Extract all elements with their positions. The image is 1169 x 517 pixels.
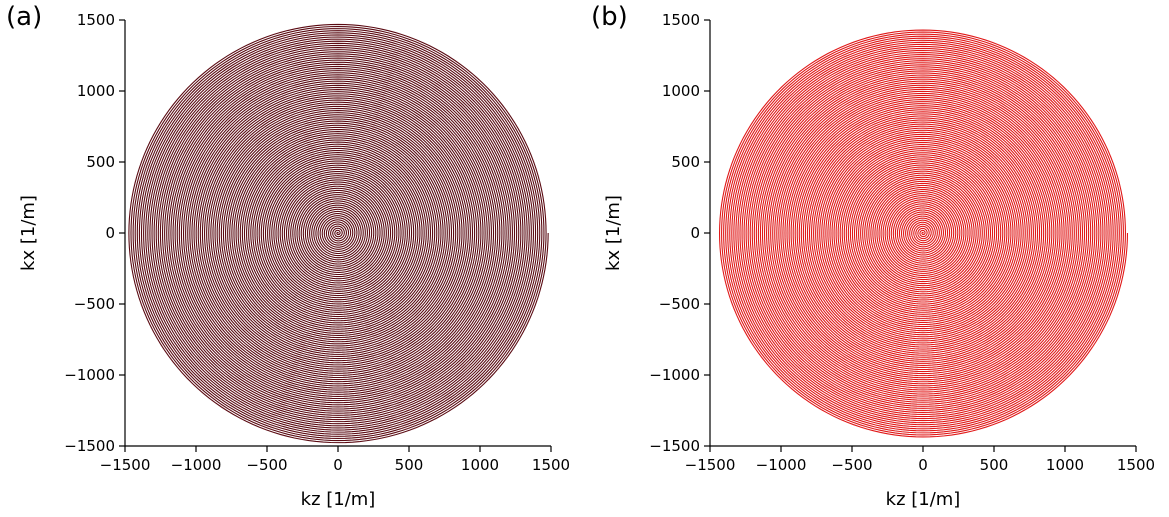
x-tick-label: 0 [333, 456, 343, 474]
x-tick-label: 1000 [1046, 456, 1084, 474]
y-tick-label: 1000 [77, 82, 115, 100]
y-tick-label: 0 [105, 224, 115, 242]
x-tick-label: 500 [980, 456, 1009, 474]
spiral-trajectory [128, 23, 549, 444]
y-tick-label: 1500 [77, 11, 115, 29]
x-tick-label: −500 [831, 456, 872, 474]
x-tick-label: 0 [918, 456, 928, 474]
x-tick-label: −1500 [685, 456, 736, 474]
x-tick-label: −1000 [756, 456, 807, 474]
y-axis-title: kx [1/m] [603, 195, 624, 271]
x-axis-title: kz [1/m] [886, 489, 961, 510]
x-tick-label: 1000 [461, 456, 499, 474]
y-tick-label: −1500 [649, 437, 700, 455]
y-axis-title: kx [1/m] [18, 195, 39, 271]
y-tick-label: −1000 [649, 366, 700, 384]
y-tick-label: 1500 [662, 11, 700, 29]
panel-b: (b) −1500 −1000 −500 0 500 1000 1500 −1500 −1000… [585, 0, 1169, 517]
panel-label: (b) [591, 2, 628, 32]
y-tick-label: 500 [671, 153, 700, 171]
y-tick-label: −1000 [64, 366, 115, 384]
spiral-trajectory [718, 29, 1129, 438]
x-tick-label: −1000 [171, 456, 222, 474]
spiral-chart-a: −1500 −1000 −500 0 500 1000 1500 −1500 −1000 −500… [18, 11, 570, 510]
panel-a: (a) −1500 −1000 −500 0 500 1000 1500 −1500 −1000… [0, 0, 584, 517]
x-tick-label: 1500 [1117, 456, 1155, 474]
y-tick-label: 1000 [662, 82, 700, 100]
y-tick-label: −500 [659, 295, 700, 313]
x-tick-label: −1500 [100, 456, 151, 474]
x-tick-label: 1500 [532, 456, 570, 474]
y-tick-label: −500 [74, 295, 115, 313]
spiral-chart-b: −1500 −1000 −500 0 500 1000 1500 −1500 −1000 −500… [603, 11, 1155, 510]
y-tick-label: 500 [86, 153, 115, 171]
y-tick-label: 0 [690, 224, 700, 242]
y-tick-label: −1500 [64, 437, 115, 455]
x-axis-title: kz [1/m] [301, 489, 376, 510]
panel-label: (a) [6, 2, 43, 32]
x-tick-label: −500 [246, 456, 287, 474]
x-tick-label: 500 [395, 456, 424, 474]
